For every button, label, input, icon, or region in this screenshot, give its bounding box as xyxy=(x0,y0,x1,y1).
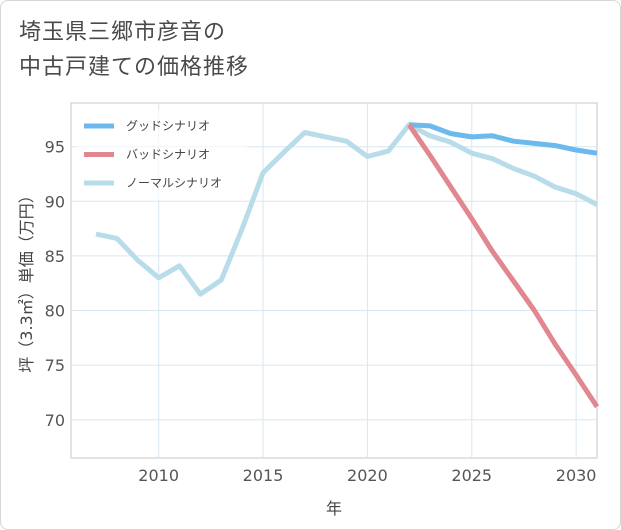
series-line-2 xyxy=(95,122,599,297)
chart-title: 埼玉県三郷市彦音の 中古戸建ての価格推移 xyxy=(19,15,579,85)
series-line-1 xyxy=(407,123,600,409)
x-tick-label: 2010 xyxy=(138,466,179,485)
series-lines xyxy=(95,122,600,409)
y-tick-label: 75 xyxy=(45,356,65,375)
legend-label-0: グッドシナリオ xyxy=(126,119,210,133)
y-tick-label: 80 xyxy=(45,302,65,321)
y-tick-label: 95 xyxy=(45,138,65,157)
x-tick-label: 2020 xyxy=(347,466,388,485)
x-tick-label: 2015 xyxy=(243,466,284,485)
title-line-2: 中古戸建ての価格推移 xyxy=(19,55,250,80)
series-line-0 xyxy=(408,122,598,156)
tick-labels: 2010 2015 2020 2025 2030 70 75 80 85 90 95 xyxy=(45,138,597,485)
legend-label-1: バッドシナリオ xyxy=(126,148,210,162)
x-tick-label: 2025 xyxy=(451,466,492,485)
y-tick-label: 70 xyxy=(45,411,65,430)
title-line-1: 埼玉県三郷市彦音の xyxy=(19,20,227,45)
x-axis-label: 年 xyxy=(326,499,342,518)
gridlines xyxy=(71,103,597,458)
y-tick-label: 90 xyxy=(45,192,65,211)
y-axis-label: 坪（3.3㎡）単価（万円） xyxy=(17,187,36,372)
y-tick-label: 85 xyxy=(45,247,65,266)
legend-label-2: ノーマルシナリオ xyxy=(126,176,222,190)
x-tick-label: 2030 xyxy=(556,466,597,485)
